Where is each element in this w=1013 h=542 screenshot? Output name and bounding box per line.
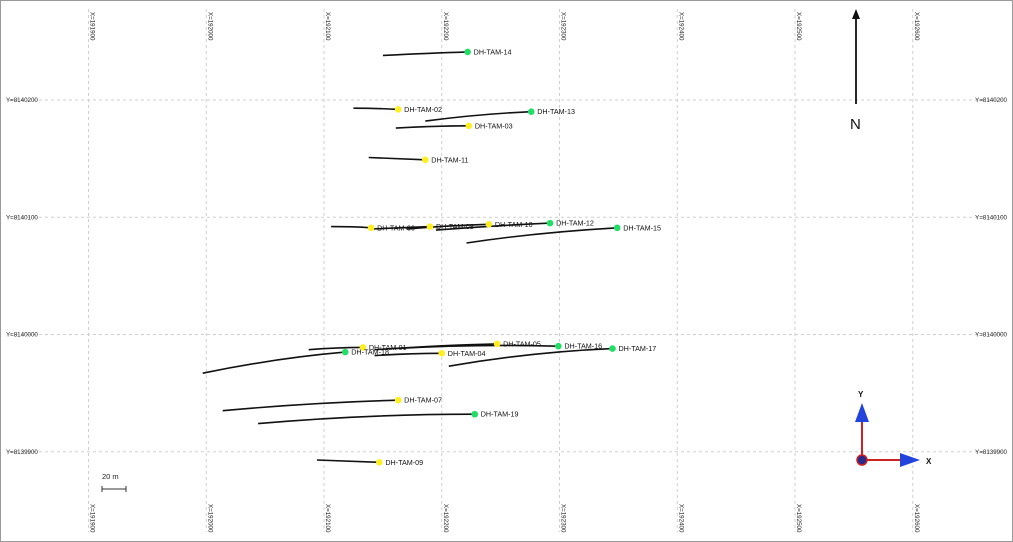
northing-tick-label-left: Y=8140200: [6, 97, 38, 104]
drillhole-label: DH-TAM-04: [448, 349, 486, 358]
drillhole-label: DH-TAM-10: [495, 220, 533, 229]
drillhole-collar-marker: [493, 340, 501, 348]
northing-tick-label-right: Y=8140000: [975, 332, 1007, 339]
easting-tick-label-bottom: X=192400: [677, 504, 684, 533]
easting-tick-label-bottom: X=192000: [206, 504, 213, 533]
drillhole-label: DH-TAM-17: [618, 344, 656, 353]
coordinate-grid: [9, 9, 1004, 532]
northing-tick-label-left: Y=8140000: [6, 332, 38, 339]
axis-triad: X Y: [855, 390, 932, 467]
drillhole-collar-marker: [394, 396, 402, 404]
drillhole-collar-marker: [359, 344, 367, 351]
drillhole-label: DH-TAM-15: [623, 223, 661, 232]
drillhole-collar-marker: [426, 223, 434, 230]
easting-tick-label-top: X=191900: [89, 12, 96, 41]
drillhole-collar-marker: [613, 224, 621, 232]
easting-tick-label-top: X=192600: [913, 12, 920, 41]
drillhole-collar-marker: [555, 342, 562, 350]
drillhole-label: DH-TAM-19: [481, 410, 519, 419]
easting-tick-label-bottom: X=192600: [913, 504, 920, 533]
drillhole-trace: [308, 346, 363, 351]
drillhole-label: DH-TAM-02: [404, 105, 442, 114]
easting-tick-label-bottom: X=192100: [324, 504, 331, 533]
drillhole-collars: [341, 48, 621, 466]
easting-tick-label-bottom: X=191900: [89, 504, 96, 533]
drillhole-trace: [353, 107, 399, 111]
drillhole-label: DH-TAM-06: [377, 223, 415, 232]
north-arrow: N: [850, 9, 861, 133]
drillhole-labels: DH-TAM-14 DH-TAM-02 DH-TAM-13 DH-TAM-03 DH-T…: [351, 47, 661, 466]
easting-tick-label-bottom: X=192500: [795, 504, 802, 533]
drillhole-label: DH-TAM-14: [474, 47, 512, 56]
drillhole-trace: [466, 227, 618, 244]
drillhole-collar-marker: [471, 410, 479, 418]
drillhole-collar-marker: [465, 122, 473, 130]
north-arrow-icon: [852, 9, 860, 19]
drillhole-trace: [222, 399, 399, 412]
drillhole-label: DH-TAM-18: [351, 348, 389, 357]
drillhole-collar-marker: [546, 219, 554, 227]
easting-tick-label-bottom: X=192200: [442, 504, 449, 533]
drillhole-collar-marker: [367, 224, 375, 232]
northing-tick-label-right: Y=8140100: [975, 214, 1007, 221]
drillhole-traces: [202, 51, 618, 464]
northing-tick-label-left: Y=8139900: [6, 449, 38, 456]
drillhole-collar-marker: [341, 348, 349, 356]
drillhole-label: DH-TAM-16: [564, 342, 602, 351]
drillhole-collar-marker: [527, 108, 535, 116]
drillhole-label: DH-TAM-07: [404, 396, 442, 405]
drillhole-collar-marker: [609, 345, 616, 352]
drillhole-trace: [395, 125, 469, 129]
scale-bar-label: 20 m: [102, 472, 119, 481]
drillhole-collar-marker: [438, 349, 446, 357]
drillhole-collar-marker: [464, 48, 471, 56]
northing-tick-label-right: Y=8140200: [975, 97, 1007, 104]
drillhole-label: DH-TAM-03: [475, 121, 513, 130]
easting-tick-label-top: X=192300: [560, 12, 567, 41]
drillhole-trace: [368, 156, 426, 161]
drillhole-collar-marker: [485, 220, 493, 228]
drillhole-collar-marker: [394, 106, 402, 113]
drillhole-label: DH-TAM-05: [503, 339, 541, 348]
northing-tick-label-left: Y=8140100: [6, 214, 38, 221]
drillhole-trace: [394, 344, 559, 350]
drillhole-label: DH-TAM-12: [556, 219, 594, 228]
drillhole-trace: [316, 459, 380, 464]
coordinate-tick-labels: X=191900 X=191900 X=192000 X=192000 X=192100…: [6, 12, 1008, 533]
drillhole-label: DH-TAM-01: [369, 343, 407, 352]
drillhole-trace: [448, 347, 613, 367]
drillhole-label: DH-TAM-13: [537, 107, 575, 116]
drillhole-collar-marker: [421, 156, 429, 164]
scale-bar: 20 m: [101, 472, 127, 492]
triad-origin-icon: [856, 454, 868, 466]
drillhole-trace: [202, 351, 346, 374]
drillhole-trace: [406, 223, 489, 230]
easting-tick-label-top: X=192400: [677, 12, 684, 41]
drillhole-label: DH-TAM-08: [436, 222, 474, 231]
triad-x-label: X: [926, 457, 932, 466]
northing-tick-label-right: Y=8139900: [975, 449, 1007, 456]
drillhole-trace: [374, 352, 442, 357]
easting-tick-label-top: X=192200: [442, 12, 449, 41]
easting-tick-label-top: X=192500: [795, 12, 802, 41]
drillhole-collar-marker: [376, 459, 383, 466]
drillhole-trace: [435, 222, 551, 231]
triad-x-arrow-icon: [900, 453, 920, 467]
easting-tick-label-bottom: X=192300: [560, 504, 567, 533]
triad-y-arrow-icon: [855, 403, 869, 422]
drillhole-trace: [382, 51, 468, 57]
drillholes: DH-TAM-14 DH-TAM-02 DH-TAM-13 DH-TAM-03 DH-T…: [202, 47, 661, 467]
drillhole-trace: [258, 413, 475, 425]
drillhole-label: DH-TAM-09: [385, 458, 423, 467]
north-label: N: [850, 116, 861, 133]
easting-tick-label-top: X=192000: [206, 12, 213, 41]
triad-y-label: Y: [858, 390, 864, 399]
easting-tick-label-top: X=192100: [324, 12, 331, 41]
drillhole-trace: [425, 110, 532, 122]
drillhole-label: DH-TAM-11: [431, 155, 468, 164]
